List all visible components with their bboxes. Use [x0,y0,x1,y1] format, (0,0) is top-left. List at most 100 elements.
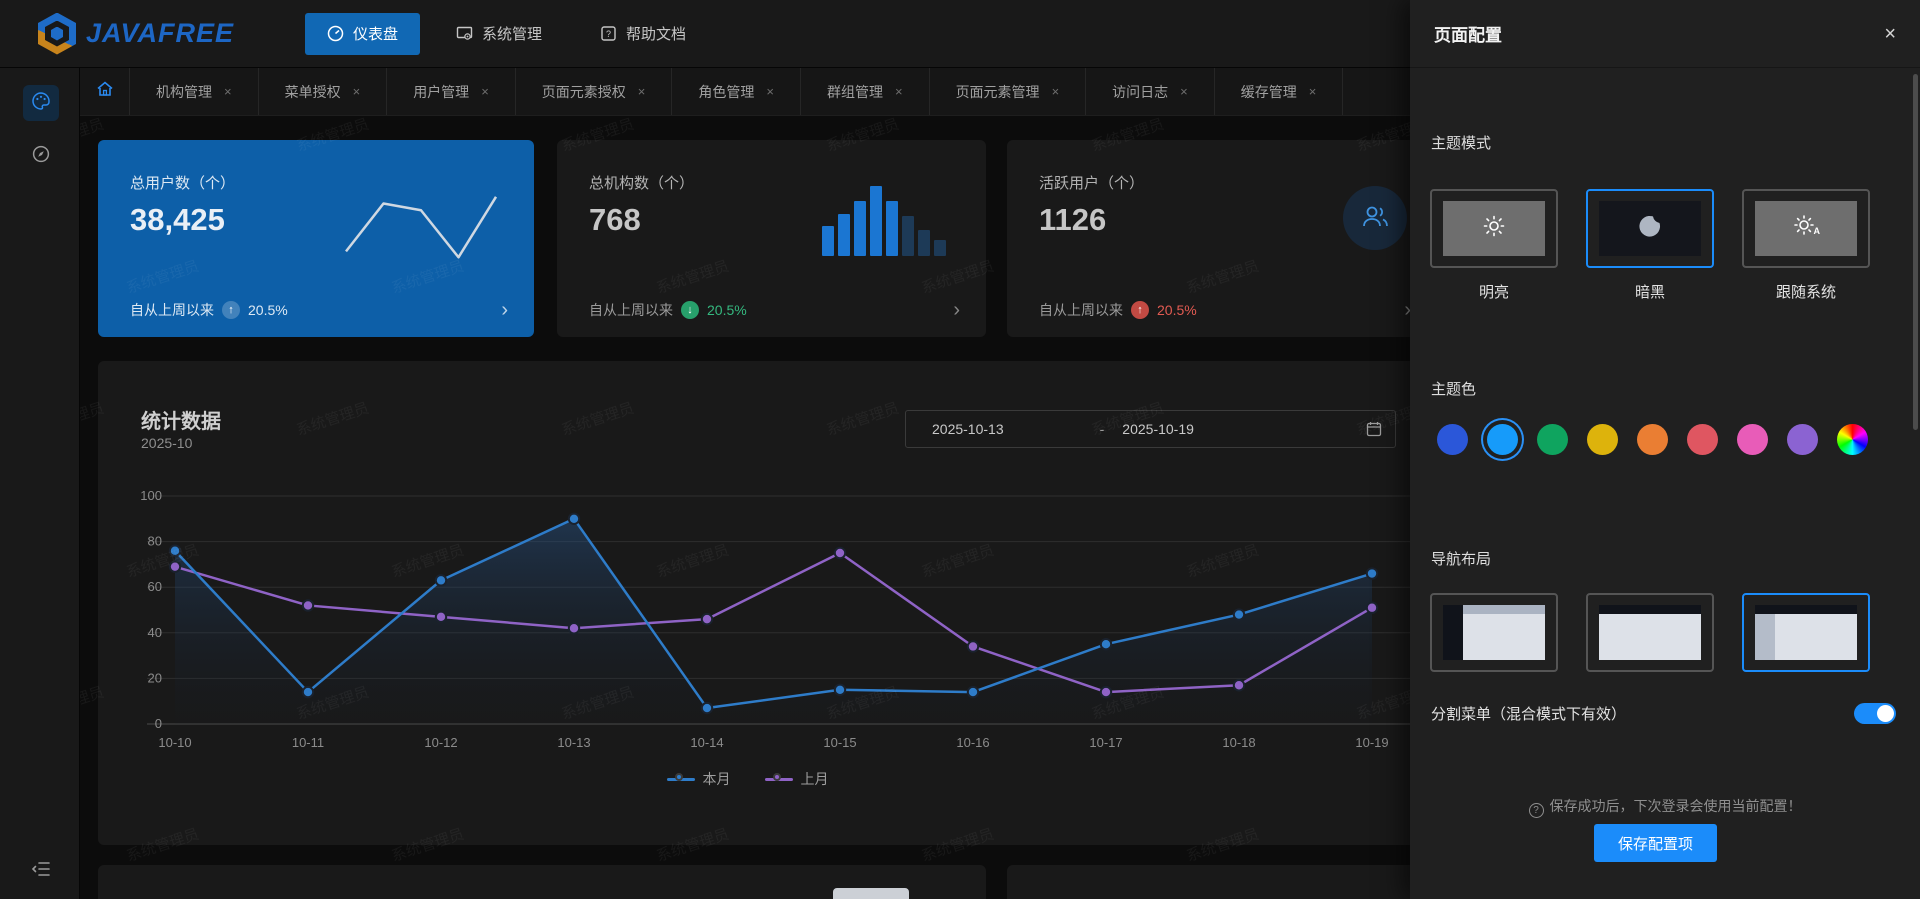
tab-菜单授权[interactable]: 菜单授权 × [259,68,388,115]
split-menu-toggle[interactable] [1854,703,1896,724]
legend-item-本月[interactable]: 本月 [666,769,731,789]
card-title: 总机构数（个） [589,175,695,192]
chart-legend: 本月 上月 [98,769,1397,789]
date-start-input[interactable]: 2025-10-13 [932,421,1004,437]
tab-close-icon[interactable]: × [224,84,232,99]
chart-subtitle: 2025-10 [141,435,193,451]
svg-text:10-13: 10-13 [557,735,590,750]
svg-text:10-17: 10-17 [1089,735,1122,750]
chevron-right-icon[interactable]: › [1404,299,1411,321]
nav-label: 帮助文档 [626,26,687,43]
theme-mode-system[interactable]: A [1742,189,1870,268]
date-separator: - [1099,421,1105,437]
tab-close-icon[interactable]: × [766,84,774,99]
sun-icon [1482,214,1506,243]
svg-text:10-11: 10-11 [292,735,324,750]
toggle-knob [1877,705,1894,722]
tab-label: 用户管理 [413,83,470,100]
theme-color-dot-#e85cb8[interactable] [1737,424,1768,455]
chart-canvas[interactable]: 0 20 40 60 80 100 10-10 10-11 10-12 10-13 10-14 10-… [118,479,1418,771]
tab-页面元素授权[interactable]: 页面元素授权 × [516,68,673,115]
card-title: 总用户数（个） [130,175,236,192]
logo-text: JAVAFREE [86,18,235,48]
close-icon[interactable]: × [1884,22,1896,45]
sidebar-item-guide[interactable] [23,138,59,174]
save-config-button[interactable]: 保存配置项 [1594,824,1717,862]
svg-text:10-19: 10-19 [1355,735,1388,750]
nav-item-help[interactable]: ? 帮助文档 [578,13,708,55]
calendar-icon[interactable] [1366,421,1382,437]
tab-close-icon[interactable]: × [637,84,646,99]
tab-close-icon[interactable]: × [1180,84,1188,99]
tab-label: 访问日志 [1112,83,1169,100]
compass-icon [31,144,51,169]
collapse-menu-icon[interactable] [23,851,59,887]
tab-label: 群组管理 [826,83,883,100]
theme-color-dot-#2b57d9[interactable] [1437,424,1468,455]
chevron-right-icon[interactable]: › [953,299,960,321]
svg-text:10-12: 10-12 [424,735,457,750]
theme-color-dot-#ea7e33[interactable] [1637,424,1668,455]
side-layout-preview [1443,605,1545,660]
tab-群组管理[interactable]: 群组管理 × [801,68,930,115]
chevron-right-icon[interactable]: › [501,299,508,321]
theme-color-label: 主题色 [1431,381,1477,398]
nav-layout-side[interactable] [1430,593,1558,672]
tab-访问日志[interactable]: 访问日志 × [1086,68,1215,115]
tab-close-icon[interactable]: × [894,84,903,99]
stat-card-active-users[interactable]: 活跃用户（个） 1126 自从上周以来 ↑ 20.5% › [1007,140,1437,337]
tab-用户管理[interactable]: 用户管理 × [387,68,516,115]
theme-color-dot-#8b63d2[interactable] [1787,424,1818,455]
card-footer: 自从上周以来 ↓ 20.5% › [589,300,960,320]
tab-页面元素管理[interactable]: 页面元素管理 × [930,68,1087,115]
top-layout-preview [1599,605,1701,660]
nav-item-system[interactable]: 系统管理 [434,13,564,55]
theme-color-dot-#0fa45f[interactable] [1537,424,1568,455]
legend-label: 本月 [702,771,731,787]
nav-label: 系统管理 [482,26,543,43]
stat-card-total-users[interactable]: 总用户数（个） 38,425 自从上周以来 ↑ 20.5% › [98,140,534,337]
page-config-panel: 页面配置 × 主题模式 A 明亮 [1410,0,1920,899]
tab-list: 机构管理 × 菜单授权 × 用户管理 × 页面元素授权 × 角色管理 × 群组管理 × 页面元素管理 × 访… [130,68,1344,115]
card-footer: 自从上周以来 ↑ 20.5% › [130,300,508,320]
theme-color-dot-#df5661[interactable] [1687,424,1718,455]
tab-label: 机构管理 [156,83,212,100]
theme-color-dot-#ddb30c[interactable] [1587,424,1618,455]
system-mode-preview: A [1755,201,1857,256]
nav-layout-label: 导航布局 [1431,551,1492,568]
sidebar-item-theme[interactable] [23,85,59,121]
tab-home[interactable] [80,68,130,115]
tab-close-icon[interactable]: × [1051,84,1060,99]
tab-角色管理[interactable]: 角色管理 × [672,68,801,115]
nav-layout-mix[interactable] [1742,593,1870,672]
tab-close-icon[interactable]: × [481,84,489,99]
footer-label: 自从上周以来 [589,302,673,318]
tab-机构管理[interactable]: 机构管理 × [130,68,259,115]
theme-mode-dark[interactable] [1586,189,1714,268]
legend-item-上月[interactable]: 上月 [764,769,829,789]
segmented-control[interactable] [833,888,909,899]
theme-color-dot-#169bfa[interactable] [1487,424,1518,455]
tab-缓存管理[interactable]: 缓存管理 × [1215,68,1344,115]
tab-close-icon[interactable]: × [352,84,361,99]
system-settings-icon [456,25,473,42]
tab-close-icon[interactable]: × [1308,84,1317,99]
stat-card-total-orgs[interactable]: 总机构数（个） 768 自从上周以来 ↓ 20.5% › [557,140,986,337]
svg-text:0: 0 [155,716,162,731]
theme-color-dot-custom[interactable] [1837,424,1868,455]
save-note: ? 保存成功后，下次登录会使用当前配置！ [1410,796,1920,818]
panel-scrollbar[interactable] [1913,74,1918,430]
dark-mode-preview [1599,201,1701,256]
card-value: 1126 [1039,202,1107,237]
footer-label: 自从上周以来 [1039,302,1123,318]
nav-label: 仪表盘 [353,26,399,43]
nav-item-dashboard[interactable]: 仪表盘 [305,12,421,55]
svg-text:10-10: 10-10 [158,735,191,750]
trend-down-icon: ↓ [681,301,699,319]
date-end-input[interactable]: 2025-10-19 [1122,421,1194,437]
nav-layout-top[interactable] [1586,593,1714,672]
theme-mode-system-label: 跟随系统 [1775,284,1836,301]
date-range-picker[interactable]: 2025-10-13 - 2025-10-19 [905,410,1396,448]
theme-mode-light[interactable] [1430,189,1558,268]
